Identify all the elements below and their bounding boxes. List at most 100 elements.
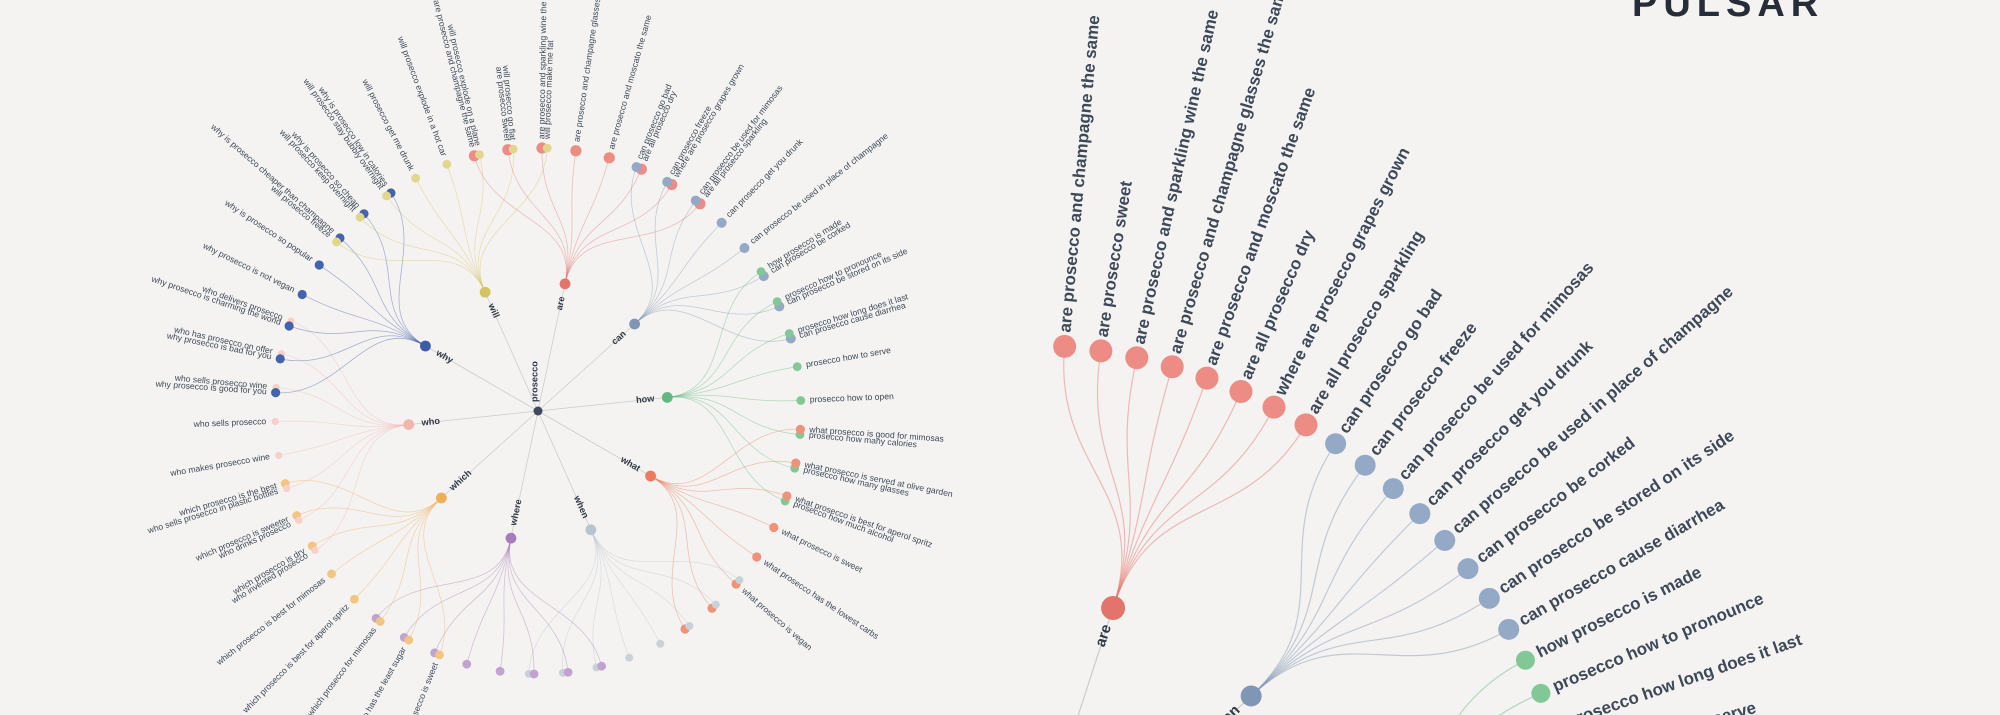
leaf-label[interactable]: what prosecco is sweet <box>779 526 865 575</box>
leaf-node[interactable] <box>656 639 665 648</box>
leaf-node[interactable] <box>1262 395 1286 419</box>
leaf-label[interactable]: which prosecco is sweeter <box>193 514 290 564</box>
branch-node[interactable] <box>585 524 597 536</box>
leaf-node[interactable] <box>756 267 766 277</box>
leaf-node[interactable] <box>716 217 727 228</box>
leaf-node[interactable] <box>563 667 573 677</box>
leaf-node[interactable] <box>791 458 801 468</box>
leaf-label[interactable]: are prosecco sweet <box>1093 179 1136 338</box>
leaf-node[interactable] <box>772 297 782 307</box>
leaf-node[interactable] <box>275 451 283 459</box>
leaf-node[interactable] <box>284 321 294 331</box>
branch-node[interactable] <box>559 278 571 290</box>
branch-node[interactable] <box>629 318 641 330</box>
leaf-node[interactable] <box>1053 334 1077 358</box>
branch-label[interactable]: are <box>554 295 567 311</box>
leaf-node[interactable] <box>795 424 805 434</box>
leaf-node[interactable] <box>375 617 385 626</box>
leaf-label[interactable]: are prosecco and sparkling wine the same <box>1130 8 1223 346</box>
branch-label[interactable]: where <box>508 498 524 527</box>
leaf-node[interactable] <box>508 144 518 154</box>
leaf-node[interactable] <box>1434 529 1456 551</box>
leaf-node[interactable] <box>332 237 341 247</box>
leaf-node[interactable] <box>784 329 794 338</box>
leaf-node[interactable] <box>1294 413 1318 437</box>
leaf-label[interactable]: which prosecco is best for aperol spritz <box>240 602 351 715</box>
leaf-node[interactable] <box>442 159 452 169</box>
leaf-node[interactable] <box>275 354 285 364</box>
leaf-label[interactable]: will prosecco make me fat <box>542 40 556 141</box>
branch-node[interactable] <box>403 419 415 430</box>
branch-node[interactable] <box>435 492 447 504</box>
leaf-label[interactable]: are prosecco and sparkling wine the same <box>536 0 548 139</box>
leaf-node[interactable] <box>662 176 673 187</box>
branch-node[interactable] <box>479 286 491 298</box>
leaf-node[interactable] <box>711 600 720 609</box>
leaf-label[interactable]: which prosecco is sweet <box>396 660 441 715</box>
leaf-node[interactable] <box>1229 380 1253 404</box>
leaf-node[interactable] <box>462 659 472 669</box>
leaf-node[interactable] <box>1457 558 1479 580</box>
leaf-label[interactable]: will prosecco explode in a hot car <box>395 34 449 157</box>
leaf-label[interactable]: what prosecco has the lowest carbs <box>761 557 881 641</box>
leaf-label[interactable]: why prosecco is charming the world <box>149 273 282 327</box>
leaf-node[interactable] <box>1478 587 1500 609</box>
leaf-node[interactable] <box>311 546 319 554</box>
branch-label[interactable]: how <box>636 393 656 405</box>
leaf-node[interactable] <box>1515 650 1535 670</box>
branch-node[interactable] <box>1101 596 1126 621</box>
leaf-node[interactable] <box>1125 346 1149 370</box>
leaf-node[interactable] <box>796 396 806 405</box>
leaf-node[interactable] <box>382 191 392 201</box>
leaf-node[interactable] <box>355 212 365 222</box>
leaf-label[interactable]: are prosecco and champagne glasses the s… <box>572 0 608 142</box>
leaf-node[interactable] <box>739 243 750 254</box>
leaf-node[interactable] <box>1354 454 1376 476</box>
leaf-node[interactable] <box>1409 503 1431 525</box>
leaf-label[interactable]: who makes prosecco wine <box>169 451 271 478</box>
leaf-label[interactable]: which prosecco has the least sugar <box>333 645 408 715</box>
branch-label[interactable]: when <box>572 493 591 520</box>
leaf-node[interactable] <box>542 143 552 153</box>
branch-label[interactable]: will <box>486 301 502 320</box>
leaf-label[interactable]: can prosecco be used for mimosas <box>697 83 785 196</box>
branch-label[interactable]: can <box>1213 702 1244 715</box>
leaf-node[interactable] <box>782 491 792 501</box>
branch-label[interactable]: which <box>447 467 474 493</box>
leaf-node[interactable] <box>570 145 582 157</box>
leaf-node[interactable] <box>297 289 307 300</box>
leaf-label[interactable]: prosecco how to serve <box>805 345 892 369</box>
leaf-node[interactable] <box>1089 339 1113 363</box>
branch-label[interactable]: who <box>420 416 441 428</box>
leaf-node[interactable] <box>603 152 615 164</box>
leaf-node[interactable] <box>792 362 802 372</box>
leaf-node[interactable] <box>1531 683 1551 703</box>
leaf-label[interactable]: prosecco how to open <box>810 391 895 404</box>
leaf-node[interactable] <box>631 162 642 173</box>
leaf-node[interactable] <box>283 484 291 493</box>
leaf-node[interactable] <box>495 666 505 676</box>
leaf-label[interactable]: can prosecco freeze <box>667 104 714 177</box>
leaf-node[interactable] <box>1195 366 1219 390</box>
leaf-node[interactable] <box>529 669 539 679</box>
branch-label[interactable]: what <box>618 454 642 474</box>
leaf-node[interactable] <box>475 150 484 159</box>
branch-node[interactable] <box>420 340 431 352</box>
leaf-node[interactable] <box>597 661 607 671</box>
leaf-node[interactable] <box>690 195 701 206</box>
branch-label[interactable]: are <box>1092 622 1115 649</box>
leaf-node[interactable] <box>1382 478 1404 500</box>
leaf-label[interactable]: are prosecco and champagne the same <box>1055 14 1103 333</box>
leaf-node[interactable] <box>327 569 336 579</box>
branch-node[interactable] <box>645 470 656 482</box>
leaf-node[interactable] <box>769 522 779 533</box>
branch-node[interactable] <box>1240 685 1262 707</box>
leaf-node[interactable] <box>314 260 324 270</box>
leaf-node[interactable] <box>685 622 694 631</box>
leaf-node[interactable] <box>404 635 414 645</box>
leaf-node[interactable] <box>435 650 444 660</box>
leaf-node[interactable] <box>411 173 421 183</box>
leaf-node[interactable] <box>1498 618 1520 640</box>
leaf-node[interactable] <box>271 417 279 426</box>
branch-node[interactable] <box>505 532 517 544</box>
